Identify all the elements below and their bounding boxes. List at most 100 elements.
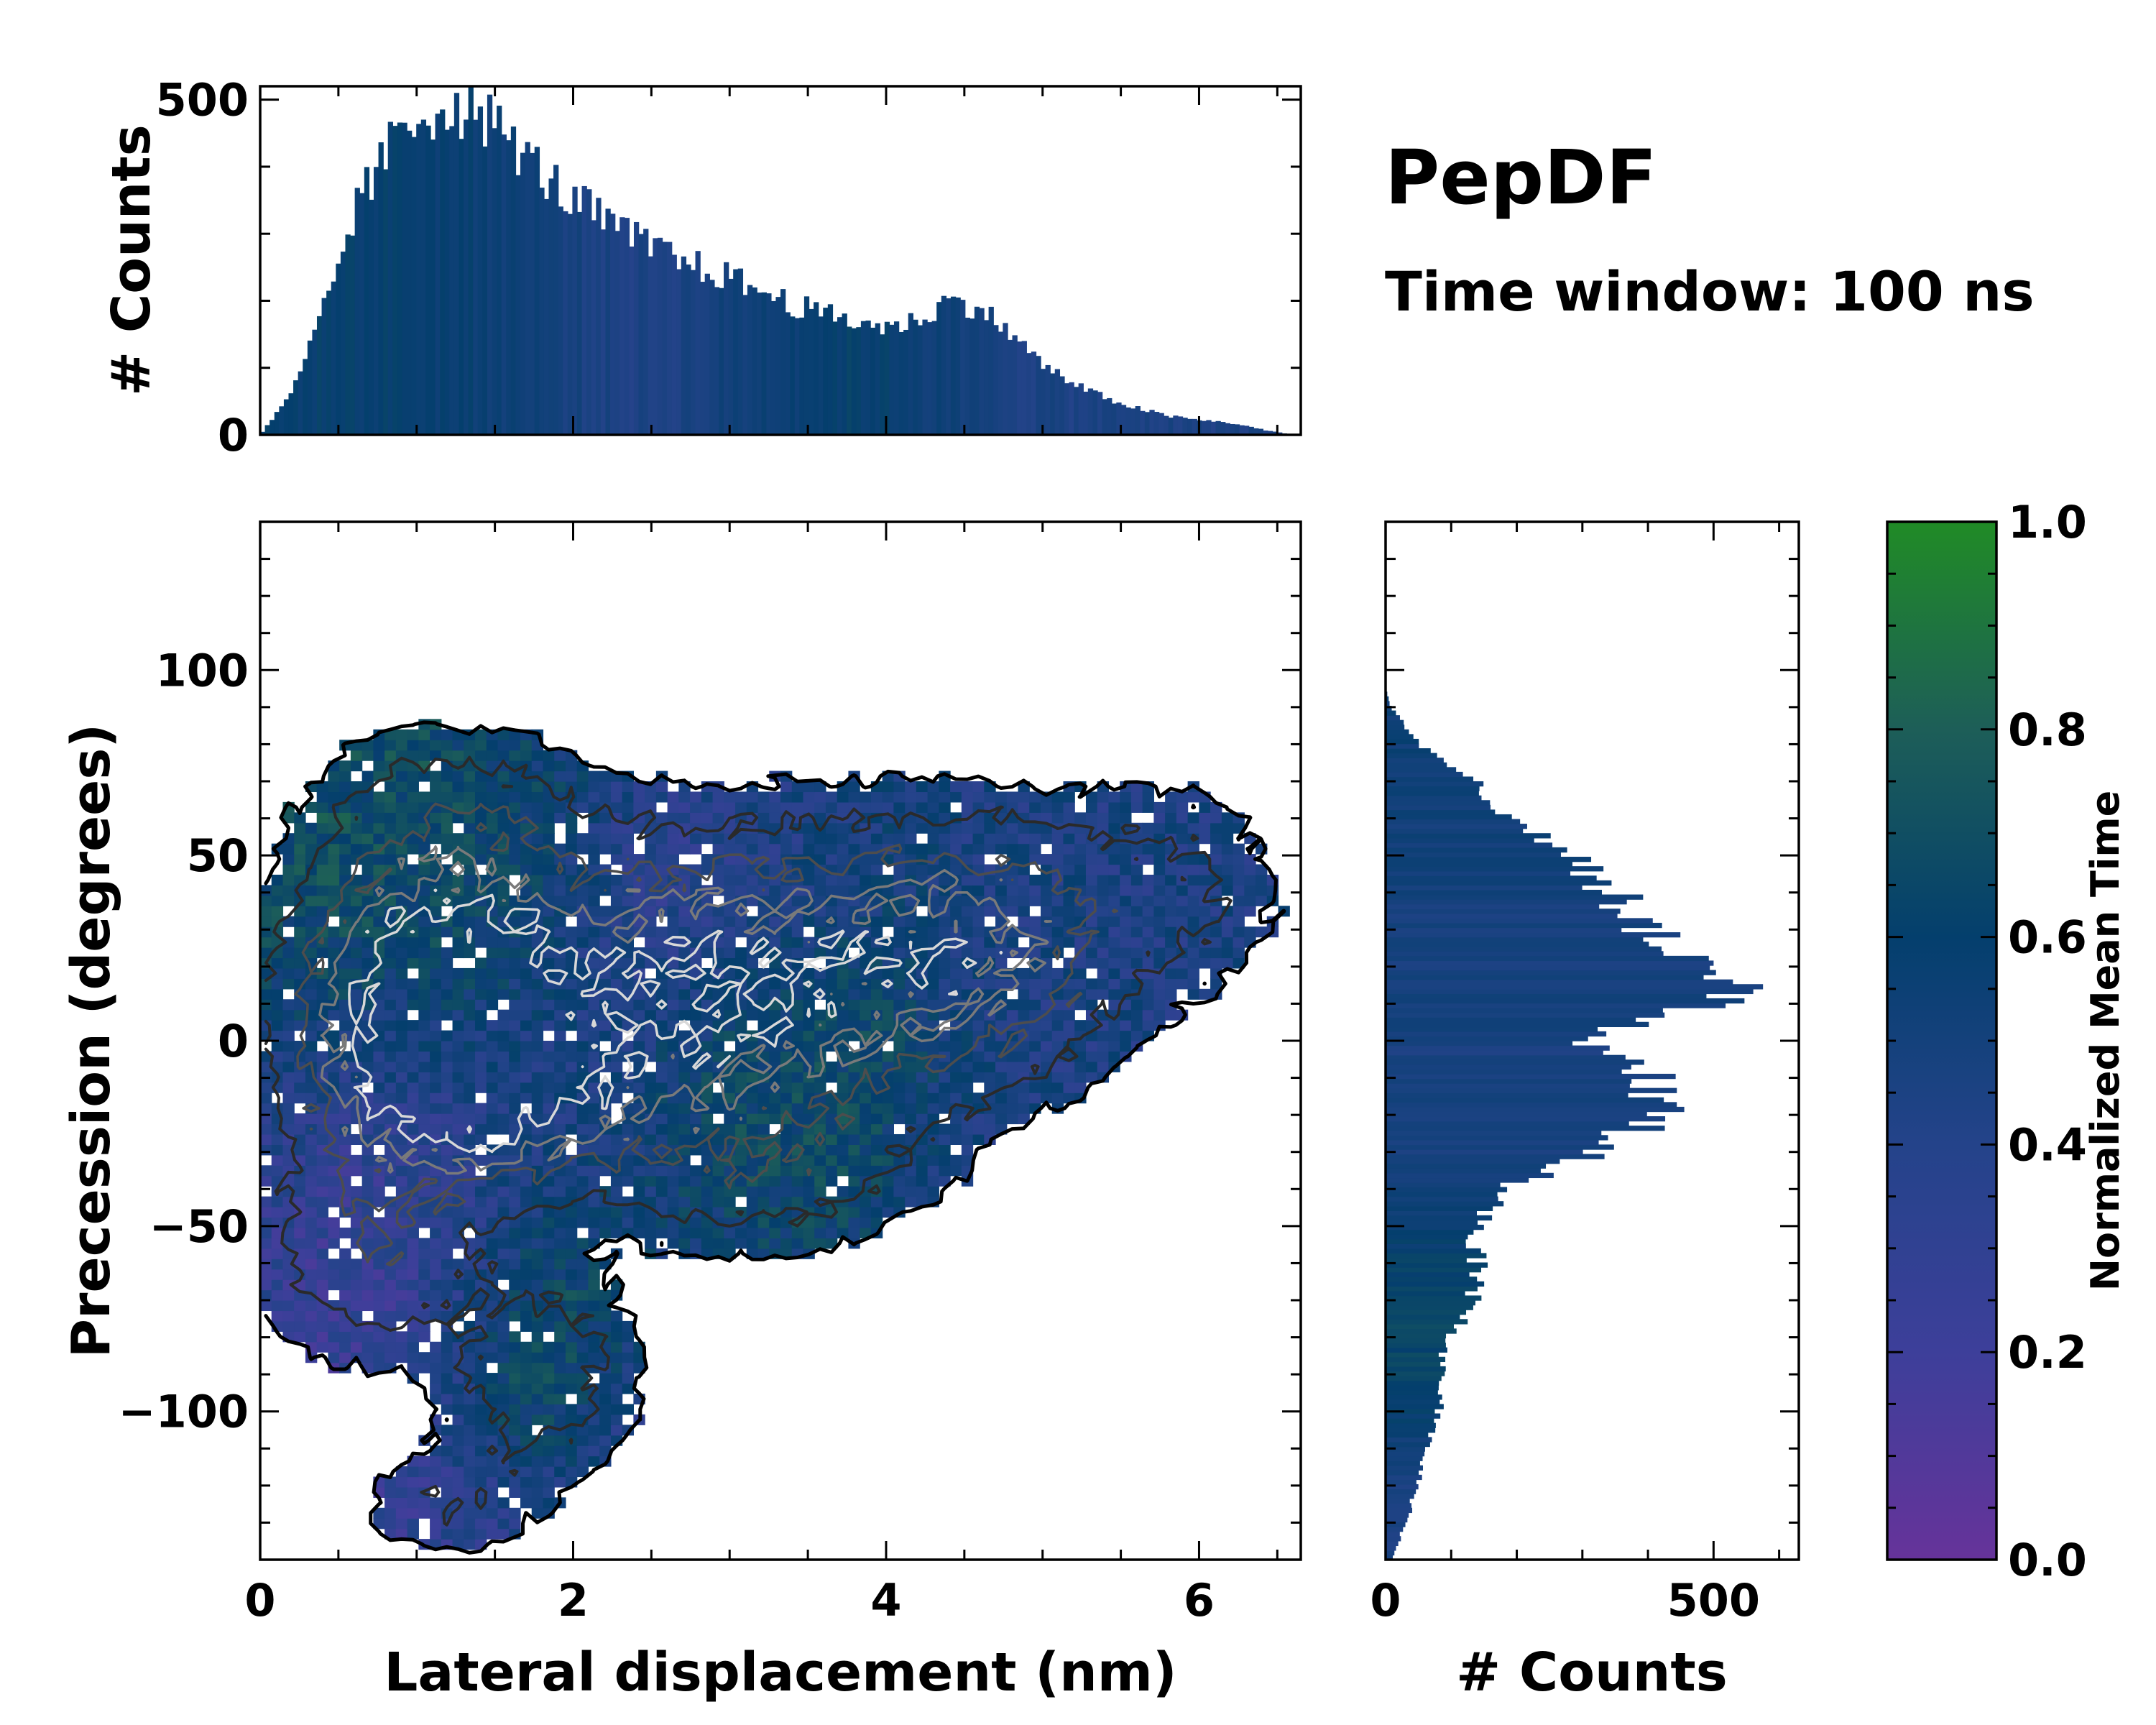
heatmap-cell: [543, 1061, 555, 1072]
heatmap-cell: [769, 916, 781, 927]
heatmap-cell: [655, 967, 668, 979]
heatmap-cell: [667, 833, 679, 845]
heatmap-cell: [294, 916, 306, 927]
top-histogram-bar: [1210, 421, 1217, 435]
heatmap-cell: [870, 1217, 883, 1228]
heatmap-cell: [554, 781, 566, 793]
heatmap-cell: [939, 988, 951, 1000]
heatmap-cell: [678, 1092, 691, 1104]
heatmap-cell: [622, 1207, 634, 1218]
heatmap-cell: [1153, 854, 1166, 865]
heatmap-cell: [769, 1030, 781, 1041]
heatmap-cell: [464, 1393, 476, 1404]
heatmap-cell: [893, 1113, 906, 1125]
heatmap-cell: [554, 988, 566, 1000]
heatmap-cell: [870, 874, 883, 886]
heatmap-cell: [475, 1414, 487, 1425]
heatmap-cell: [361, 1352, 374, 1363]
heatmap-cell: [655, 1020, 668, 1031]
heatmap-cell: [395, 999, 408, 1011]
heatmap-cell: [610, 854, 623, 865]
top-histogram-bar: [1054, 369, 1061, 435]
heatmap-cell: [825, 833, 838, 845]
heatmap-cell: [610, 1144, 623, 1156]
top-histogram-bar: [364, 167, 370, 435]
heatmap-cell: [373, 1051, 385, 1062]
top-histogram-bar: [326, 290, 332, 435]
heatmap-cell: [441, 1425, 453, 1436]
heatmap-cell: [464, 1009, 476, 1021]
right-histogram-bar: [1386, 1437, 1432, 1443]
heatmap-cell: [588, 1196, 600, 1208]
heatmap-cell: [497, 1310, 510, 1322]
heatmap-cell: [430, 1393, 442, 1404]
heatmap-cell: [927, 967, 939, 979]
heatmap-cell: [1142, 843, 1154, 855]
heatmap-cell: [395, 1041, 408, 1052]
heatmap-cell: [430, 1383, 442, 1394]
right-histogram-bar: [1386, 1159, 1560, 1164]
heatmap-cell: [848, 843, 860, 855]
heatmap-cell: [430, 833, 442, 845]
heatmap-cell: [565, 1103, 578, 1114]
heatmap-cell: [543, 1476, 555, 1488]
heatmap-cell: [316, 1259, 329, 1270]
heatmap-cell: [870, 988, 883, 1000]
heatmap-cell: [486, 1435, 499, 1446]
heatmap-cell: [464, 1113, 476, 1125]
heatmap-cell: [1120, 801, 1132, 813]
heatmap-cell: [678, 1009, 691, 1021]
top-histogram-bar: [383, 169, 389, 435]
heatmap-cell: [667, 906, 679, 917]
heatmap-cell: [430, 1051, 442, 1062]
heatmap-cell: [350, 988, 363, 1000]
heatmap-cell: [395, 1259, 408, 1270]
top-histogram-bar: [960, 300, 966, 435]
heatmap-cell: [271, 1207, 284, 1218]
top-histogram-bar: [411, 137, 417, 435]
heatmap-cell: [576, 1404, 589, 1415]
heatmap-cell: [1130, 864, 1143, 875]
heatmap-cell: [497, 1041, 510, 1052]
heatmap-cell: [554, 1030, 566, 1041]
heatmap-cell: [531, 1009, 544, 1021]
heatmap-cell: [1041, 1092, 1053, 1104]
heatmap-cell: [316, 1279, 329, 1291]
heatmap-cell: [282, 874, 295, 886]
heatmap-cell: [418, 740, 430, 751]
top-histogram-bar: [530, 152, 535, 435]
heatmap-cell: [565, 1217, 578, 1228]
heatmap-cell: [384, 1331, 397, 1343]
heatmap-cell: [576, 1300, 589, 1312]
heatmap-cell: [791, 801, 804, 813]
heatmap-cell: [565, 1248, 578, 1259]
heatmap-cell: [497, 1092, 510, 1104]
heatmap-cell: [543, 1051, 555, 1062]
heatmap-cell: [430, 1476, 442, 1488]
heatmap-cell: [509, 1279, 521, 1291]
heatmap-cell: [1130, 791, 1143, 803]
heatmap-cell: [837, 822, 849, 834]
heatmap-cell: [305, 1320, 318, 1332]
heatmap-cell: [972, 1133, 985, 1145]
heatmap-cell: [531, 1383, 544, 1394]
heatmap-cell: [418, 1186, 430, 1197]
right-histogram-bar: [1386, 1300, 1475, 1306]
heatmap-cell: [803, 801, 815, 813]
heatmap-cell: [667, 999, 679, 1011]
heatmap-cell: [565, 1279, 578, 1291]
heatmap-cell: [531, 1404, 544, 1415]
heatmap-cell: [860, 1061, 872, 1072]
right-histogram-bar: [1386, 1465, 1423, 1471]
right-histogram-bar: [1386, 975, 1704, 980]
heatmap-cell: [520, 1051, 533, 1062]
heatmap-cell: [282, 1207, 295, 1218]
heatmap-cell: [543, 1466, 555, 1478]
heatmap-cell: [588, 957, 600, 969]
heatmap-cell: [780, 1227, 793, 1238]
heatmap-cell: [531, 1414, 544, 1425]
heatmap-cell: [803, 1238, 815, 1249]
top-histogram-bar: [520, 152, 526, 435]
heatmap-cell: [305, 1238, 318, 1249]
heatmap-cell: [735, 1227, 747, 1238]
